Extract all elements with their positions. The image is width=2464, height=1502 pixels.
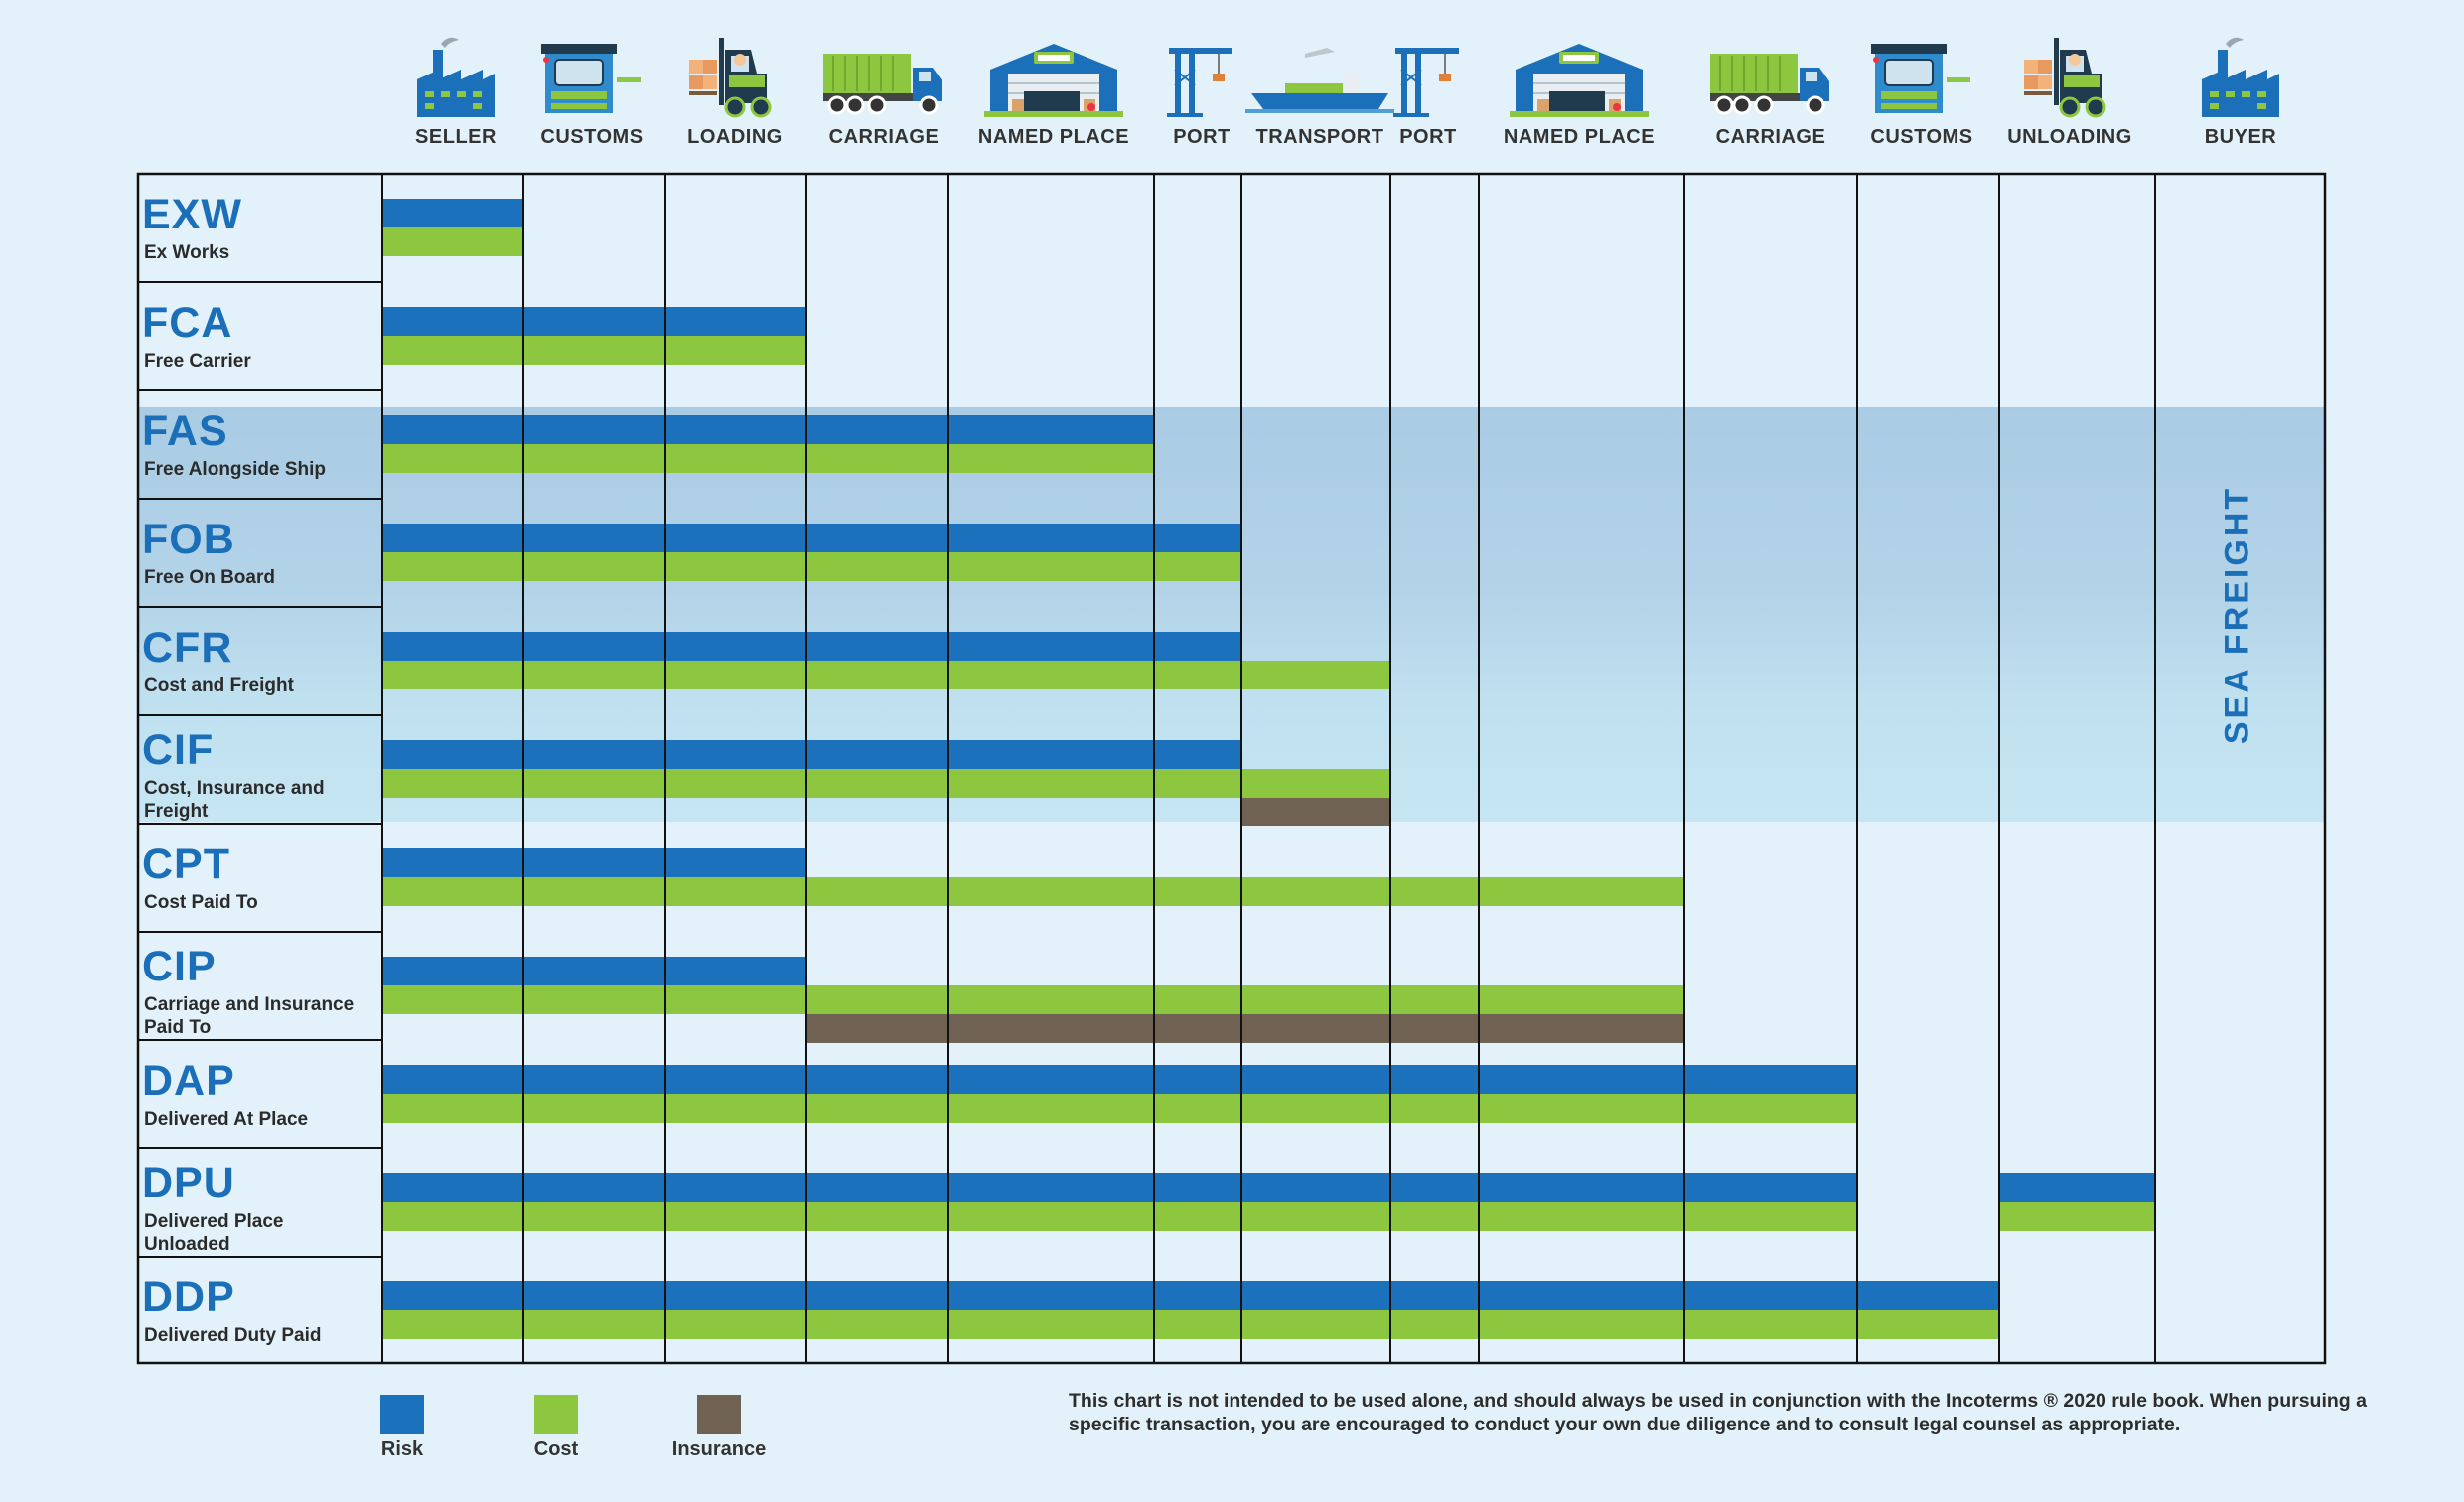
cost-bar (382, 769, 1390, 798)
risk-bar (382, 1065, 1857, 1094)
stage-header: TRANSPORT (1255, 126, 1384, 148)
term-code: DDP (142, 1274, 235, 1321)
risk-bar (382, 524, 1241, 552)
stage-header: LOADING (687, 126, 783, 148)
cost-legend-swatch (534, 1395, 578, 1434)
stage-header: PORT (1399, 126, 1457, 148)
stage-header: NAMED PLACE (977, 126, 1130, 148)
cost-bar (382, 552, 1241, 581)
term-code: EXW (142, 191, 242, 238)
customs-booth-icon (537, 30, 647, 124)
insurance-bar (806, 1014, 1684, 1043)
risk-bar (382, 1173, 1857, 1202)
sea-freight-label: SEA FREIGHT (2218, 485, 2256, 744)
risk-legend-label: Risk (380, 1438, 424, 1460)
disclaimer-text: This chart is not intended to be used al… (1069, 1390, 2367, 1435)
term-code: DAP (142, 1057, 235, 1105)
insurance-bar (1241, 798, 1390, 826)
stage-header: PORT (1173, 126, 1231, 148)
stage-header: CUSTOMS (540, 126, 644, 148)
risk-bar (382, 957, 806, 985)
stage-header: BUYER (2204, 126, 2277, 148)
truck-icon (819, 50, 948, 124)
customs-booth-icon (1867, 30, 1976, 124)
cargo-warehouse-icon (984, 40, 1123, 124)
risk-bar (382, 307, 806, 336)
cost-bar (382, 877, 1684, 906)
term-name: Free Carrier (144, 351, 251, 372)
term-name: Cost and Freight (144, 676, 294, 696)
insurance-legend-swatch (697, 1395, 741, 1434)
risk-bar (382, 848, 806, 877)
cargo-warehouse-icon (1510, 40, 1649, 124)
cost-bar (382, 444, 1154, 473)
cost-bar (382, 1094, 1857, 1123)
port-crane-icon (1393, 40, 1463, 124)
term-code: CIF (142, 726, 215, 774)
term-code: DPU (142, 1159, 235, 1207)
term-name: Delivered At Place (144, 1109, 309, 1129)
cost-bar (382, 336, 806, 365)
factory-icon (411, 30, 501, 124)
factory-icon (2196, 30, 2285, 124)
term-code: FAS (142, 407, 228, 455)
risk-legend-swatch (380, 1395, 424, 1434)
cost-bar (382, 1310, 1999, 1339)
term-name: Cost, Insurance and Freight (144, 778, 325, 822)
risk-bar (382, 1281, 1999, 1310)
cost-bar (1999, 1202, 2155, 1231)
table-border (136, 172, 2327, 1365)
term-name: Delivered Duty Paid (144, 1325, 322, 1346)
forklift-icon (2020, 30, 2119, 124)
risk-bar (382, 199, 523, 227)
stage-header: NAMED PLACE (1503, 126, 1656, 148)
port-crane-icon (1167, 40, 1236, 124)
term-code: CFR (142, 624, 233, 672)
stage-header: CUSTOMS (1870, 126, 1973, 148)
cost-bar (382, 227, 523, 256)
term-name: Ex Works (144, 242, 230, 263)
term-code: FCA (142, 299, 233, 347)
truck-icon (1706, 50, 1835, 124)
term-code: CPT (142, 840, 230, 888)
term-name: Delivered Place Unloaded (144, 1211, 284, 1255)
risk-bar (382, 415, 1154, 444)
stage-header: CARRIAGE (1715, 126, 1826, 148)
cargo-ship-icon (1245, 40, 1394, 124)
risk-bar (1999, 1173, 2155, 1202)
risk-bar (382, 740, 1241, 769)
stage-header: UNLOADING (2007, 126, 2132, 148)
term-name: Cost Paid To (144, 892, 258, 913)
insurance-legend-label: Insurance (671, 1438, 767, 1460)
term-name: Free Alongside Ship (144, 459, 326, 480)
cost-bar (382, 661, 1390, 689)
forklift-icon (685, 30, 785, 124)
stage-header: SELLER (415, 126, 497, 148)
term-name: Carriage and Insurance Paid To (144, 994, 355, 1038)
term-name: Free On Board (144, 567, 275, 588)
cost-bar (382, 1202, 1857, 1231)
term-code: CIP (142, 943, 217, 990)
stage-header: CARRIAGE (828, 126, 940, 148)
term-code: FOB (142, 516, 235, 563)
cost-legend-label: Cost (533, 1438, 579, 1460)
cost-bar (382, 985, 1684, 1014)
risk-bar (382, 632, 1241, 661)
